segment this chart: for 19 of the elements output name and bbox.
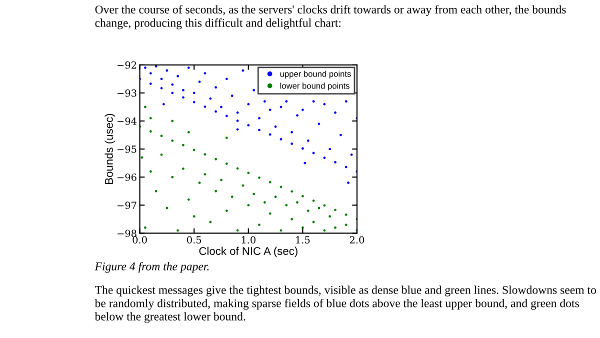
text: Over the course of seconds, as the servers' clocks drift towards or away from each other, the bounds change, producing this difficult and delightful chart: (95, 5, 566, 30)
caption: Figure 4 from the paper. (94, 262, 209, 273)
y-tick-label: −98 (118, 230, 136, 238)
x-tick-label: 2.0 (350, 236, 364, 244)
x-tick-label: 0.0 (132, 236, 147, 244)
y-tick-label: −97 (118, 202, 136, 209)
y-tick-label: −94 (118, 117, 137, 125)
y-tick-label: −95 (118, 146, 136, 153)
y-tick-label: −92 (118, 61, 136, 69)
text: The quickest messages give the tightest bounds, visible as dense blue and green lines. Slowdowns seem to be randomly distributed, making sparse fields of blue dots above the least upper bound, and green dots below the greatest lower bound. (94, 286, 596, 323)
y-axis-title: Bounds (usec) (104, 114, 116, 184)
y-tick-label: −93 (118, 89, 136, 97)
x-tick-label: 1.0 (242, 236, 256, 244)
x-tick-label: 0.5 (187, 236, 202, 244)
x-axis-title: Clock of NIC A (sec) (199, 246, 298, 258)
x-tick-label: 1.5 (296, 236, 310, 244)
legend-label: upper bound points (280, 70, 351, 78)
legend-label: lower bound points (280, 82, 350, 90)
y-tick-label: −96 (118, 174, 136, 181)
